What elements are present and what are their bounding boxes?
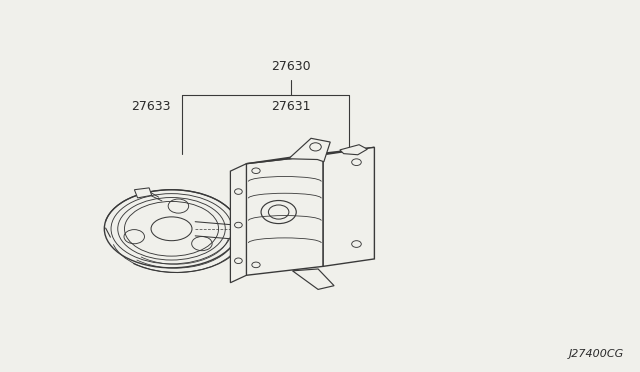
Text: J27400CG: J27400CG xyxy=(569,349,624,359)
Text: 27633: 27633 xyxy=(131,100,170,113)
Polygon shape xyxy=(134,188,152,198)
Polygon shape xyxy=(292,269,334,289)
Polygon shape xyxy=(289,138,330,162)
Polygon shape xyxy=(246,147,374,164)
Polygon shape xyxy=(340,145,367,155)
Text: 27631: 27631 xyxy=(271,100,311,113)
Text: 27630: 27630 xyxy=(271,60,311,73)
Polygon shape xyxy=(230,164,246,283)
Polygon shape xyxy=(246,155,323,275)
Polygon shape xyxy=(323,147,374,266)
